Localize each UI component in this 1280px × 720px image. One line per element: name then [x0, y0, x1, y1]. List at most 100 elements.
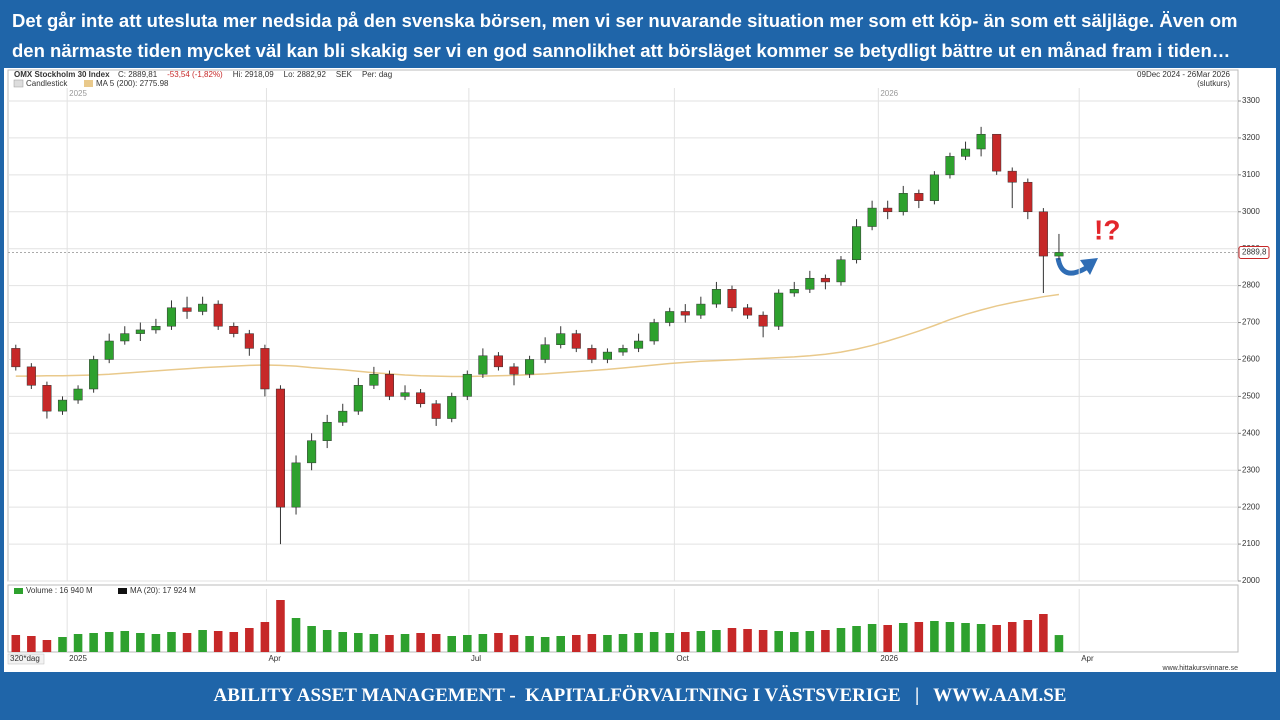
volume-bar [463, 635, 472, 652]
y-tick-label: 2400 [1242, 428, 1260, 437]
volume-bar [338, 632, 348, 652]
volume-bar [976, 624, 986, 652]
volume-bar [58, 637, 67, 652]
info-item: SEK [336, 70, 353, 79]
volume-bar [73, 634, 83, 652]
candle-body [73, 388, 83, 401]
candle-body [260, 348, 270, 390]
candle-body [602, 351, 612, 360]
candle-body [665, 311, 675, 323]
arrow-head [1080, 258, 1098, 275]
volume-bar [572, 635, 581, 652]
candle-body [680, 311, 690, 316]
y-tick-label: 3100 [1242, 170, 1260, 179]
volume-bar [431, 634, 441, 652]
date-range: 09Dec 2024 - 26Mar 2026 [1137, 70, 1231, 79]
volume-bar [898, 623, 908, 652]
candle-body [447, 396, 457, 419]
legend-swatch [84, 80, 93, 87]
candle-body [711, 289, 721, 305]
candle-body [291, 462, 301, 508]
candle-body [104, 340, 114, 360]
candle-body [774, 292, 784, 327]
candle-body [307, 440, 317, 464]
candle-body [696, 303, 706, 316]
candle-body [400, 392, 410, 397]
volume-bar [354, 633, 363, 652]
candle-body [649, 322, 659, 342]
candle-body [151, 325, 161, 331]
volume-bar [945, 622, 955, 652]
legend-swatch [14, 588, 23, 594]
candle-body [135, 329, 145, 334]
volume-bar [603, 635, 612, 652]
legend-swatch [118, 588, 127, 594]
volume-legend: Volume : 16 940 M [26, 586, 93, 595]
candle-body [244, 333, 254, 349]
candle-body [914, 193, 924, 201]
y-tick-label: 2200 [1242, 502, 1260, 511]
volume-bar [276, 600, 285, 652]
volume-bar [821, 630, 830, 652]
y-tick-label: 2600 [1242, 355, 1260, 364]
candle-body [509, 366, 519, 375]
volume-bar [447, 636, 457, 652]
y-tick-label: 2800 [1242, 281, 1260, 290]
candle-body [852, 226, 862, 261]
x-tick-label: Oct [676, 654, 689, 663]
x-tick-label: 2025 [69, 654, 87, 663]
volume-bar [136, 633, 145, 652]
candle-body [587, 348, 597, 360]
candle-body [789, 289, 799, 294]
candle-body [898, 193, 908, 213]
candle-body [945, 156, 955, 176]
candle-body [493, 355, 503, 368]
candle-body [26, 366, 36, 386]
volume-bar [696, 631, 706, 652]
volume-bar [369, 634, 379, 652]
candle-body [229, 325, 239, 334]
candle-body [416, 392, 426, 405]
candle-body [42, 385, 52, 412]
volume-bar [400, 634, 410, 652]
candle-body [1054, 252, 1064, 257]
candle-body [836, 259, 846, 283]
candle-body [478, 355, 488, 375]
volume-bar [291, 618, 301, 652]
y-tick-label: 2300 [1242, 465, 1260, 474]
candle-body [540, 344, 550, 360]
candle-body [198, 303, 208, 312]
candle-body [883, 207, 893, 213]
candle-body [556, 333, 566, 345]
x-tick-label: Apr [268, 654, 281, 663]
volume-bar [727, 628, 737, 652]
volume-bar [245, 628, 254, 652]
volume-bar [385, 635, 394, 652]
candle-body [166, 307, 177, 327]
price-basis: (slutkurs) [1197, 79, 1230, 88]
volume-bar [167, 632, 176, 652]
volume-bar [494, 633, 503, 652]
volume-bar [930, 621, 939, 652]
arrow [1055, 257, 1088, 276]
volume-bar [1023, 620, 1033, 652]
volume-bar [743, 629, 752, 652]
candle-body [525, 359, 535, 375]
candle-body [820, 277, 830, 283]
y-tick-label: 2100 [1242, 539, 1260, 548]
candle-body [182, 307, 192, 312]
volume-bar [618, 634, 628, 652]
candle-body [867, 207, 877, 227]
info-item: Lo: 2882,92 [284, 70, 327, 79]
info-item: -53,54 (-1,82%) [167, 70, 223, 79]
candle-body [11, 348, 21, 368]
volume-bar [852, 626, 861, 652]
volume-bar [11, 635, 21, 652]
candle-body [743, 307, 753, 316]
volume-bar [509, 635, 519, 652]
x-tick-label: Jul [471, 654, 481, 663]
volume-bar [883, 625, 892, 652]
volume-bar [229, 632, 239, 652]
candle-body [929, 174, 939, 201]
